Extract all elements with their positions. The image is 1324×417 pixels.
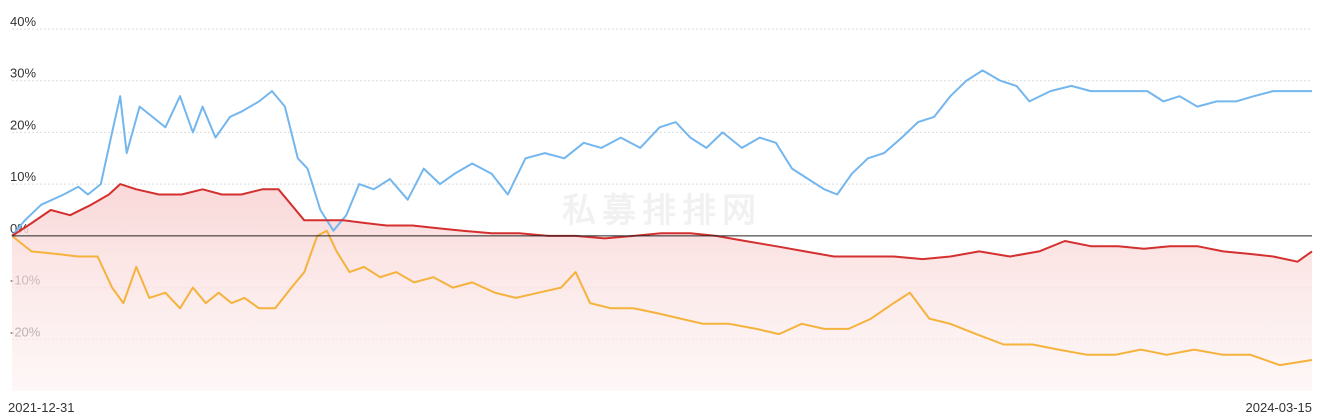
y-tick-label: 30% [10,66,36,81]
watermark: 私募排排网 [562,191,762,231]
y-tick-label: 20% [10,117,36,132]
series-line-3 [11,229,1313,367]
series-line-1 [11,69,1312,237]
y-tick-label: 10% [10,169,36,184]
x-start-label: 2021-12-31 [8,400,75,415]
y-tick-label: 40% [10,14,36,29]
x-end-label: 2024-03-15 [1246,400,1313,415]
